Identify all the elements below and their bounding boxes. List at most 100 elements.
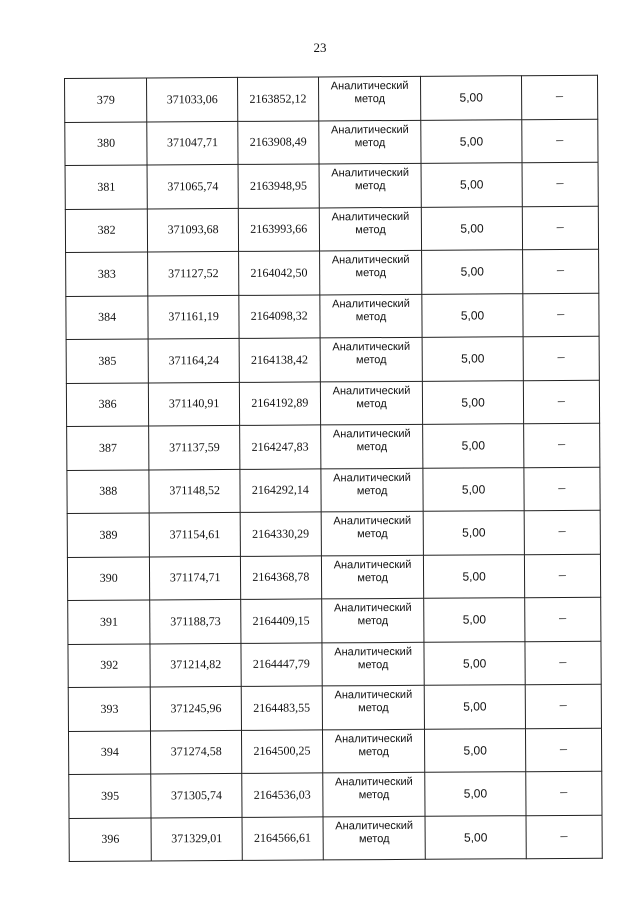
y-coordinate-cell: 2164192,89 [239,381,321,426]
accuracy-cell: 5,00 [421,162,522,207]
note-cell: – [521,162,599,207]
point-number-cell: 385 [66,338,149,383]
method-cell: Аналитический метод [322,772,426,817]
table-row: 380 371047,71 2163908,49 Аналитический мето… [64,118,599,166]
accuracy-cell: 5,00 [422,336,524,381]
table-row: 386 371140,91 2164192,89 Аналитический мето… [66,379,600,427]
method-cell: Аналитический метод [318,119,422,164]
y-coordinate-cell: 2163908,49 [237,120,319,165]
table-body: 379 371033,06 2163852,12 Аналитический мето… [64,75,603,862]
y-coordinate-cell: 2164566,61 [241,816,323,861]
y-coordinate-cell: 2164483,55 [241,685,323,730]
method-cell: Аналитический метод [321,598,425,643]
note-cell: – [523,423,600,468]
method-cell: Аналитический метод [320,424,424,469]
point-number-cell: 396 [69,817,152,862]
table-row: 390 371174,71 2164368,78 Аналитический мето… [67,553,601,601]
accuracy-cell: 5,00 [424,597,525,642]
x-coordinate-cell: 371154,61 [149,512,241,557]
y-coordinate-cell: 2164500,25 [241,729,323,774]
y-coordinate-cell: 2163948,95 [237,163,319,208]
table-row: 381 371065,74 2163948,95 Аналитический мето… [65,162,599,209]
method-cell: Аналитический метод [318,76,422,121]
point-number-cell: 395 [68,773,152,818]
note-cell: – [523,379,600,424]
note-cell: – [521,75,598,120]
table-row: 385 371164,24 2164138,42 Аналитический мето… [66,336,600,383]
note-cell: – [522,249,599,294]
note-cell: – [525,771,603,816]
x-coordinate-cell: 371164,24 [148,338,240,383]
x-coordinate-cell: 371140,91 [148,381,240,426]
accuracy-cell: 5,00 [421,119,522,164]
table-row: 389 371154,61 2164330,29 Аналитический мето… [67,510,601,557]
point-number-cell: 388 [66,469,150,514]
accuracy-cell: 5,00 [422,380,524,425]
table-row: 391 371188,73 2164409,15 Аналитический мето… [67,597,601,644]
point-number-cell: 390 [67,556,151,601]
accuracy-cell: 5,00 [423,467,524,512]
x-coordinate-cell: 371305,74 [151,773,242,818]
table-row: 393 371245,96 2164483,55 Аналитический мето… [68,684,602,731]
method-cell: Аналитический метод [322,728,426,773]
method-cell: Аналитический метод [318,163,422,208]
note-cell: – [522,292,600,337]
point-number-cell: 387 [66,425,150,470]
note-cell: – [524,553,601,598]
method-cell: Аналитический метод [319,337,423,382]
method-cell: Аналитический метод [322,815,426,860]
note-cell: – [523,466,601,511]
table-row: 383 371127,52 2164042,50 Аналитический мето… [65,249,599,296]
note-cell: – [524,684,602,729]
y-coordinate-cell: 2164042,50 [238,250,320,295]
note-cell: – [525,814,603,859]
point-number-cell: 384 [65,295,149,340]
x-coordinate-cell: 371245,96 [150,686,242,731]
method-cell: Аналитический метод [320,511,424,556]
note-cell: – [521,205,599,250]
point-number-cell: 381 [65,164,148,209]
point-number-cell: 392 [67,643,151,688]
accuracy-cell: 5,00 [423,510,525,555]
point-number-cell: 379 [64,77,148,122]
accuracy-cell: 5,00 [425,815,526,860]
accuracy-cell: 5,00 [424,684,526,729]
point-number-cell: 391 [67,599,151,644]
table-row: 379 371033,06 2163852,12 Аналитический мето… [64,75,598,122]
point-number-cell: 382 [65,208,148,253]
method-cell: Аналитический метод [318,206,423,251]
y-coordinate-cell: 2164330,29 [240,511,322,556]
method-cell: Аналитический метод [320,380,424,425]
x-coordinate-cell: 371148,52 [149,468,241,513]
method-cell: Аналитический метод [320,467,424,512]
accuracy-cell: 5,00 [421,206,523,251]
accuracy-cell: 5,00 [424,728,526,773]
x-coordinate-cell: 371137,59 [148,425,240,470]
y-coordinate-cell: 2163993,66 [238,207,320,252]
table-row: 384 371161,19 2164098,32 Аналитический мето… [65,292,600,340]
point-number-cell: 386 [66,382,149,427]
table-row: 382 371093,68 2163993,66 Аналитический мето… [65,205,599,253]
note-cell: – [521,118,599,163]
note-cell: – [525,727,602,772]
x-coordinate-cell: 371065,74 [147,164,239,209]
x-coordinate-cell: 371188,73 [150,599,241,644]
x-coordinate-cell: 371329,01 [151,816,243,861]
y-coordinate-cell: 2164098,32 [238,294,320,339]
accuracy-cell: 5,00 [420,75,522,120]
accuracy-cell: 5,00 [425,771,526,816]
page-number: 23 [313,40,327,55]
method-cell: Аналитический метод [321,685,425,730]
method-cell: Аналитический метод [321,641,425,686]
method-cell: Аналитический метод [321,554,425,599]
x-coordinate-cell: 371161,19 [148,294,240,339]
point-number-cell: 394 [68,730,152,775]
table-row: 394 371274,58 2164500,25 Аналитический мето… [68,727,602,775]
table-row: 395 371305,74 2164536,03 Аналитический мето… [68,771,603,818]
table-row: 388 371148,52 2164292,14 Аналитический мето… [66,466,601,514]
x-coordinate-cell: 371174,71 [149,555,241,600]
table-row: 396 371329,01 2164566,61 Аналитический мето… [69,814,603,862]
y-coordinate-cell: 2164409,15 [240,598,322,643]
accuracy-cell: 5,00 [424,641,525,686]
method-cell: Аналитический метод [319,293,423,338]
